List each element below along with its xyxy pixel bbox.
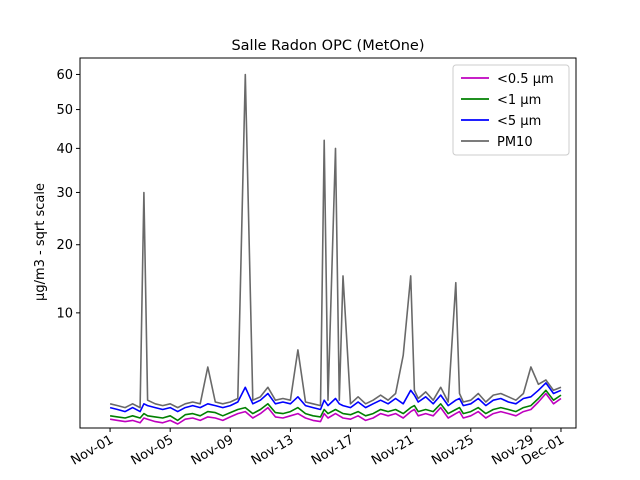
- y-axis: 10 20 30 40 50 60: [56, 68, 80, 321]
- plot-area: [79, 57, 577, 429]
- series-line-3: [109, 73, 562, 409]
- y-tick-label-2: 30: [56, 186, 73, 201]
- legend-label-2: <5 µm: [497, 114, 541, 129]
- y-axis-label: µg/m3 - sqrt scale: [33, 183, 48, 301]
- legend-box: [452, 64, 570, 156]
- y-tick-label-5: 60: [56, 68, 73, 83]
- y-tick-label-3: 40: [56, 142, 73, 157]
- chart-title: Salle Radon OPC (MetOne): [231, 38, 424, 54]
- legend: <0.5 µm <1 µm <5 µm PM10: [452, 64, 570, 156]
- y-tick-label-4: 50: [56, 103, 73, 118]
- y-tick-label-1: 20: [56, 238, 73, 253]
- axes-frame: [79, 57, 577, 429]
- series-line-1: [109, 389, 562, 422]
- legend-label-3: PM10: [497, 135, 533, 150]
- series-line-2: [109, 382, 562, 413]
- legend-label-1: <1 µm: [497, 93, 541, 108]
- y-tick-label-0: 10: [56, 306, 73, 321]
- legend-label-0: <0.5 µm: [497, 72, 554, 87]
- series-line-0: [109, 392, 562, 425]
